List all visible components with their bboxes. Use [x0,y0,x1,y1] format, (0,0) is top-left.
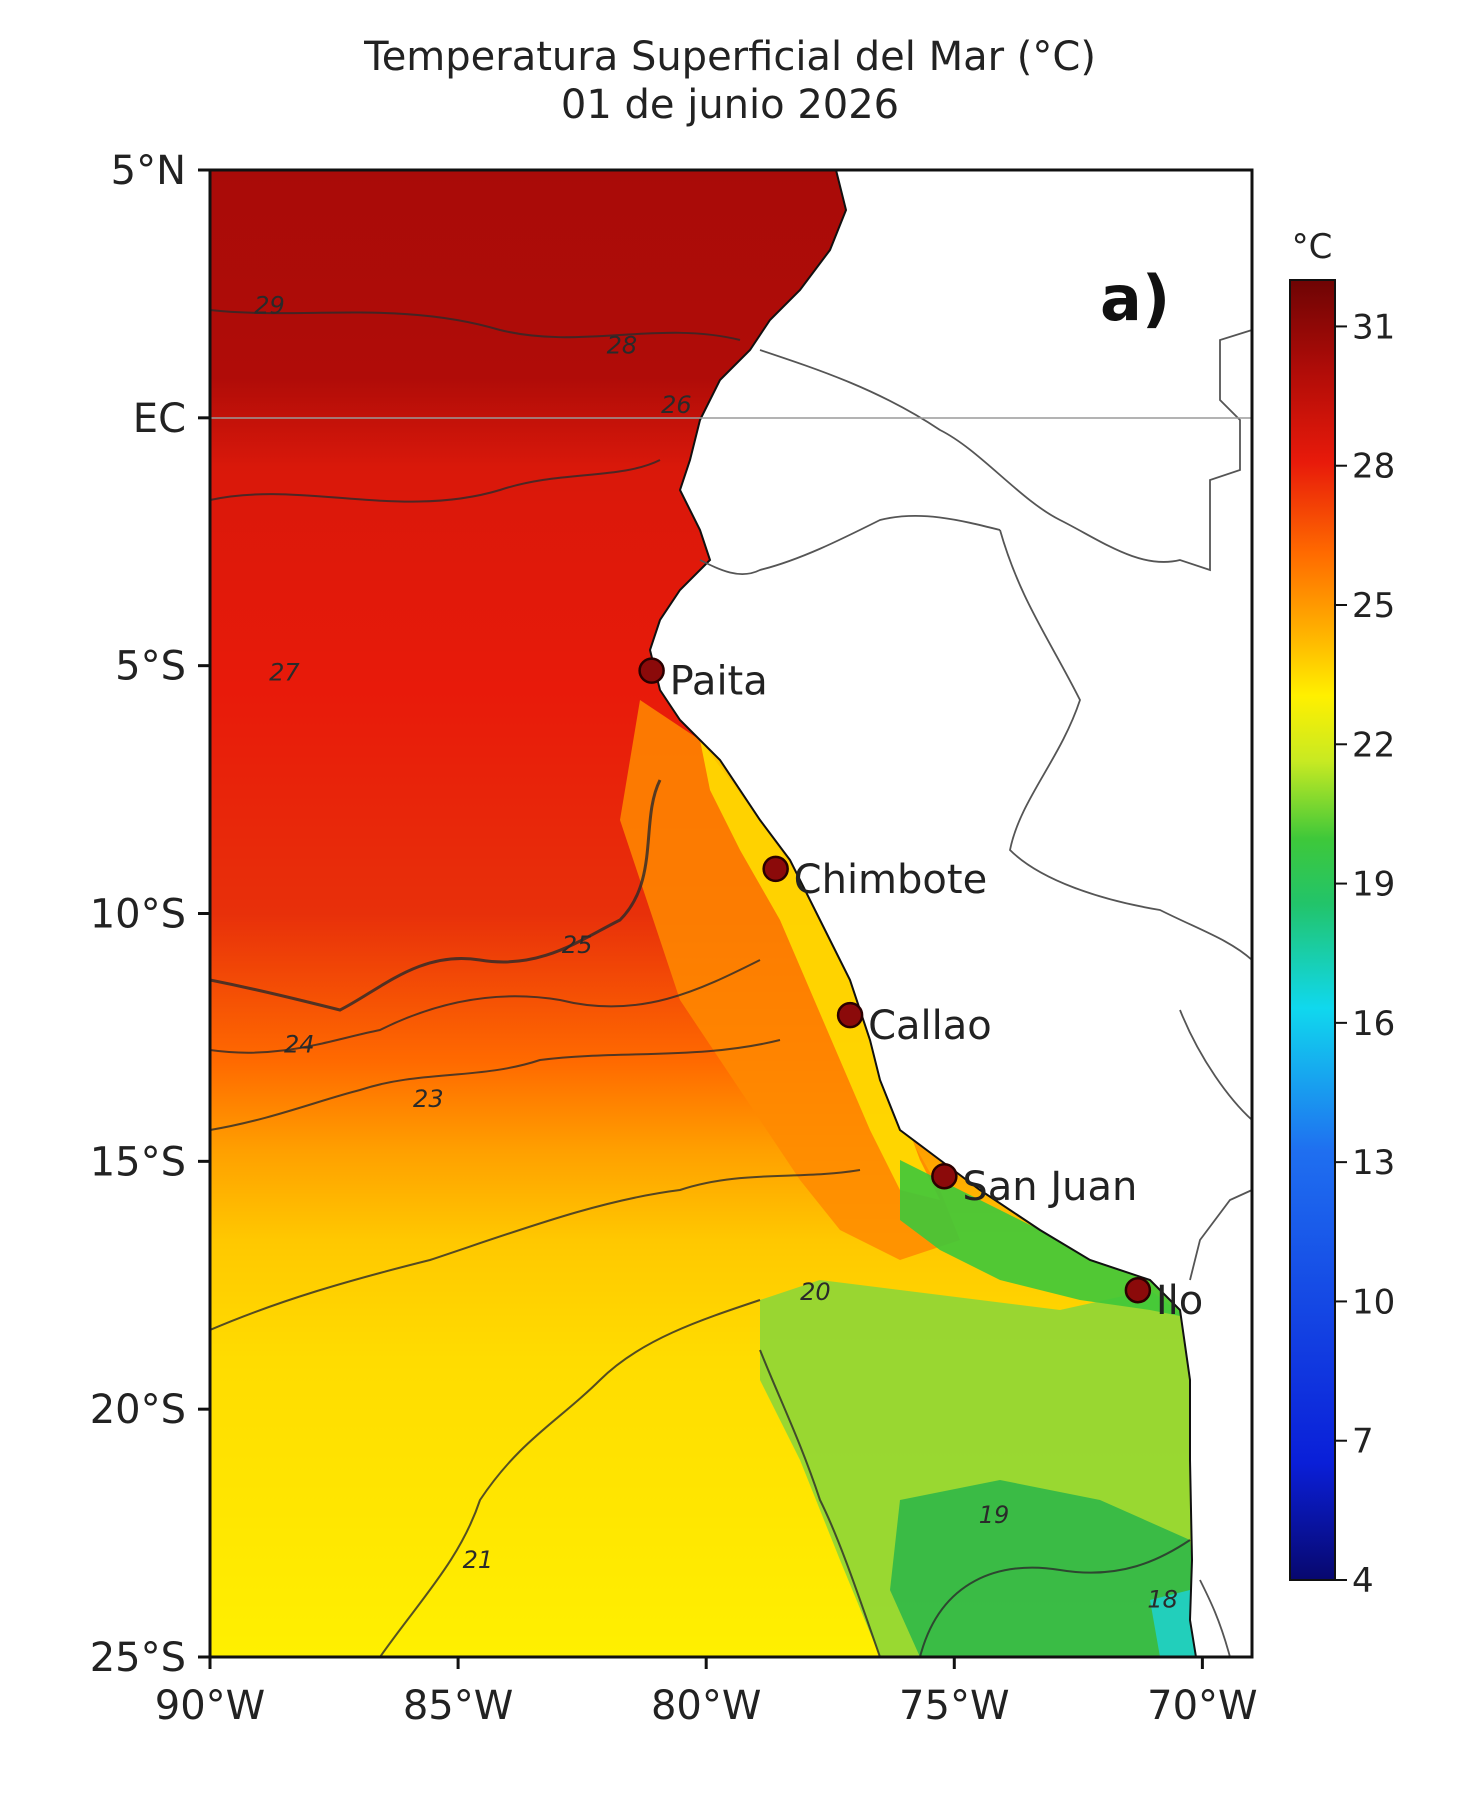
map-title-line1: Temperatura Superficial del Mar (°C) [363,34,1096,80]
contour-label: 26 [661,391,692,419]
city-label: Paita [670,659,768,705]
sst-coastal-green [900,1160,1200,1320]
x-tick-label: 80°W [651,1683,761,1729]
x-tick-label: 70°W [1147,1683,1257,1729]
colorbar-tick-label: 13 [1352,1143,1395,1183]
contour-label: 29 [254,292,285,320]
colorbar-tick-label: 25 [1352,586,1395,626]
colorbar-tick-label: 16 [1352,1004,1395,1044]
colorbar-tick-label: 4 [1352,1561,1374,1601]
colorbar-tick-label: 31 [1352,307,1395,347]
y-tick-label: 10°S [90,892,186,938]
city-label: Callao [868,1003,992,1049]
colorbar-tick-label: 28 [1352,447,1395,487]
colorbar-unit: °C [1292,227,1333,267]
colorbar-tick-label: 10 [1352,1282,1395,1322]
x-tick-label: 75°W [899,1683,1009,1729]
panel-label: a) [1100,262,1170,335]
contour-label: 24 [284,1030,315,1058]
country-borders [699,329,1253,1658]
contour-label: 20 [800,1278,831,1306]
colorbar-ticks: 31 28 25 22 19 16 13 10 7 4 [1335,307,1395,1601]
city-marker [638,657,665,684]
colorbar-tick-label: 7 [1352,1422,1374,1462]
colorbar: °C 31 28 25 22 19 16 13 10 7 4 [1289,227,1395,1601]
city-marker [762,855,789,883]
colorbar-tick-label: 22 [1352,725,1395,765]
city-marker [1124,1276,1152,1304]
map-title-line2: 01 de junio 2026 [561,82,899,128]
city-layer: Paita Chimbote Callao San Juan Ilo [638,657,1203,1324]
y-tick-label: 15°S [90,1139,186,1185]
y-tick-label: 25°S [90,1635,186,1681]
y-tick-label: 5°S [115,644,186,690]
colorbar-gradient [1289,279,1336,1581]
x-axis-ticks: 90°W 85°W 80°W 75°W 70°W [155,1657,1258,1729]
x-tick-label: 90°W [155,1683,265,1729]
y-tick-label: 20°S [90,1387,186,1433]
contour-label-layer: 29 28 26 27 25 24 23 20 19 21 18 [254,292,1178,1614]
contour-label: 19 [979,1501,1010,1529]
y-tick-label: EC [133,396,186,442]
contour-label: 25 [562,931,593,959]
contour-label: 23 [413,1085,444,1113]
city-label: Ilo [1156,1278,1203,1324]
contour-label: 28 [607,331,638,359]
contour-lines [210,309,1191,1657]
contour-label: 27 [269,659,300,687]
city-marker [931,1162,958,1190]
colorbar-tick-label: 19 [1352,865,1395,905]
sst-yellow-coast [700,740,940,1200]
contour-label: 18 [1147,1585,1178,1613]
city-label: Chimbote [794,857,988,903]
y-axis-ticks: 5°N EC 5°S 10°S 15°S 20°S 25°S [90,148,210,1681]
contour-label: 21 [463,1546,494,1574]
city-marker [836,1001,864,1029]
x-tick-label: 85°W [403,1683,513,1729]
city-label: San Juan [962,1164,1137,1210]
y-tick-label: 5°N [111,148,186,194]
